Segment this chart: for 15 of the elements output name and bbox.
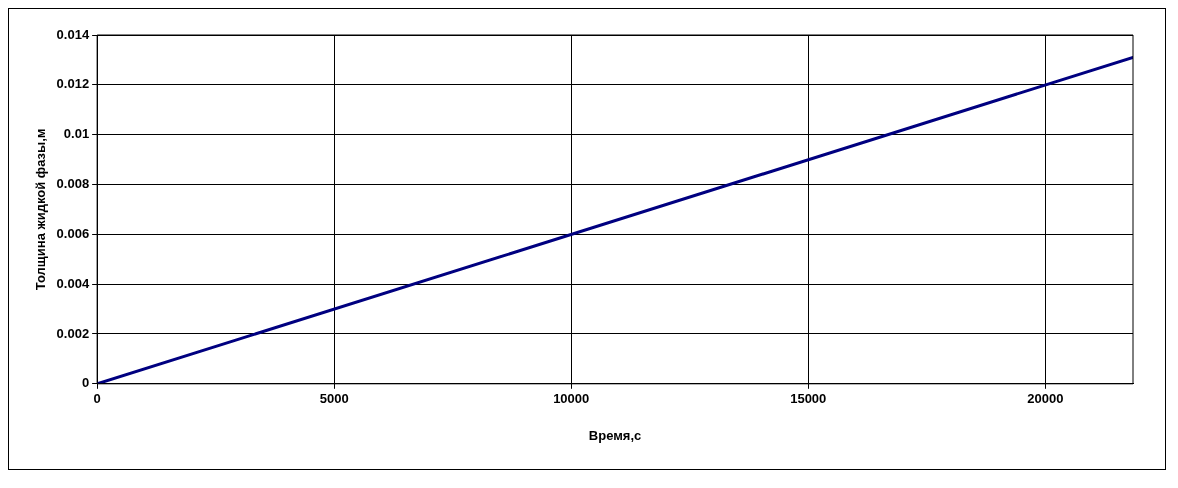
y-tick-label: 0.012	[56, 76, 90, 92]
y-tick-label: 0.01	[63, 126, 90, 142]
y-tick-label: 0	[81, 375, 90, 391]
x-tick-label: 20000	[1027, 391, 1064, 407]
y-tick-label: 0.006	[56, 225, 90, 241]
y-tick-label: 0.004	[56, 275, 90, 291]
y-tick-label: 0.002	[56, 325, 90, 341]
x-tick-label: 15000	[790, 391, 827, 407]
y-tick-label: 0.014	[56, 26, 90, 42]
x-tick-label: 10000	[553, 391, 590, 407]
x-tick-label: 5000	[319, 391, 349, 407]
x-axis-title: Время,с	[588, 427, 642, 443]
y-tick-label: 0.008	[56, 176, 90, 192]
x-tick-label: 0	[93, 391, 101, 407]
y-axis-title: Толщина жидкой фазы,м	[33, 128, 49, 291]
